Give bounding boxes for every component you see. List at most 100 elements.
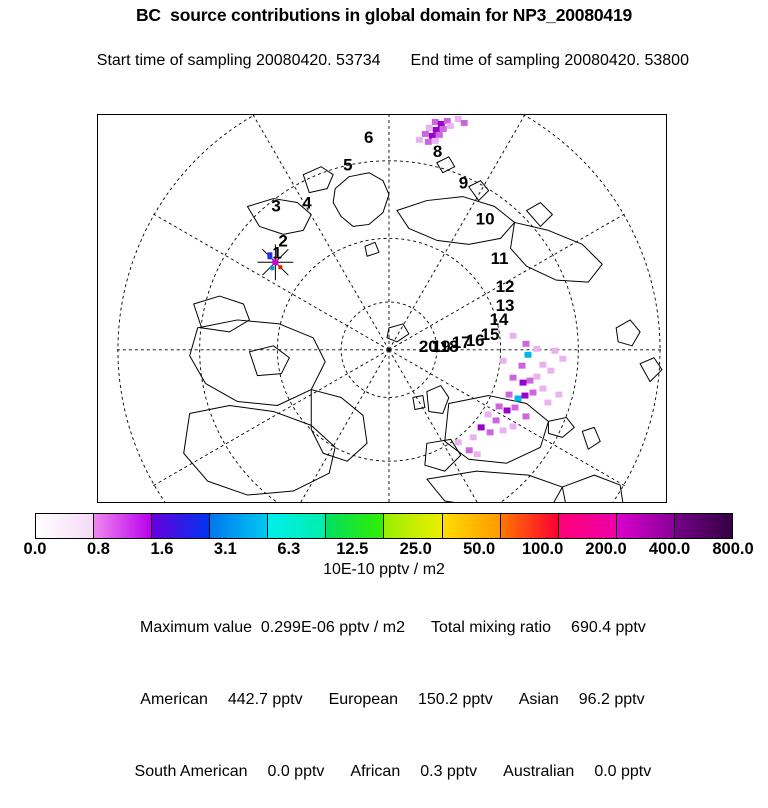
plume-cell: [505, 391, 513, 398]
plume-cell: [492, 417, 500, 424]
plume-cell: [432, 126, 440, 133]
plume-cell: [551, 347, 559, 354]
colorbar-segment-8[interactable]: [500, 514, 559, 538]
plume-cell: [446, 122, 454, 129]
region-name-american: American: [140, 691, 208, 708]
region-name-african: African: [350, 763, 401, 780]
plume-cell: [473, 451, 481, 458]
plume-cell: [539, 385, 547, 392]
region-name-south-american: South American: [134, 763, 248, 780]
plume-cell: [547, 367, 555, 374]
plume-cell: [522, 413, 530, 420]
end-time-label: End time of sampling: [410, 52, 560, 69]
plume-cell: [499, 357, 507, 364]
trajectory-label-10: 10: [476, 209, 495, 228]
colorbar-tick-100-0: 100.0: [521, 540, 564, 558]
plume-cell: [425, 124, 433, 131]
plume-cell: [437, 120, 445, 127]
region-value-asian: 96.2 pptv: [578, 691, 645, 708]
plume-cell: [424, 138, 432, 145]
plume-cell: [428, 132, 436, 139]
coastlines: [183, 156, 663, 502]
plume-cell: [435, 131, 443, 138]
colorbar-tick-50-0: 50.0: [463, 540, 496, 558]
plume-cell: [454, 439, 462, 446]
colorbar-segment-5[interactable]: [326, 514, 385, 538]
colorbar-segment-9[interactable]: [558, 514, 617, 538]
plume-cell: [477, 424, 485, 431]
colorbar-tick-3-1: 3.1: [213, 540, 237, 558]
colorbar-segment-3[interactable]: [210, 514, 269, 538]
trajectory-label-20: 20: [419, 337, 438, 356]
colorbar-tick-6-3: 6.3: [277, 540, 301, 558]
colorbar-tick-0-0: 0.0: [23, 540, 47, 558]
colorbar-segment-11[interactable]: [674, 514, 732, 538]
plume-cell: [509, 374, 517, 381]
plume-cell: [518, 362, 526, 369]
plume-cell: [499, 427, 507, 434]
trajectory-label-5: 5: [343, 156, 352, 175]
trajectory-label-13: 13: [496, 296, 515, 315]
region-row-1: American 442.7 pptv European 150.2 pptv Asia…: [0, 664, 768, 736]
trajectory-label-1: 1: [272, 243, 281, 262]
colorbar-segment-7[interactable]: [442, 514, 501, 538]
total-mixing-ratio-value: 690.4 pptv: [571, 619, 646, 636]
plume-cell: [431, 118, 439, 125]
longitude-meridians: [113, 115, 665, 502]
plume-cell: [524, 351, 532, 358]
trajectory-label-11: 11: [491, 249, 509, 268]
release-site-star-icon: [257, 244, 294, 281]
plume-cell: [539, 361, 547, 368]
start-time-value: 20080420. 53734: [255, 52, 381, 69]
plume-cell: [421, 130, 429, 137]
region-value-european: 150.2 pptv: [418, 691, 493, 708]
colorbar-segment-10[interactable]: [616, 514, 675, 538]
plume-cell: [486, 429, 494, 436]
colorbar-segment-4[interactable]: [268, 514, 327, 538]
plume-cell: [439, 125, 447, 132]
colorbar-segment-6[interactable]: [384, 514, 443, 538]
colorbar-tick-25-0: 25.0: [399, 540, 432, 558]
trajectory-label-14: 14: [490, 310, 509, 329]
plume-cell: [529, 389, 537, 396]
trajectory-label-6: 6: [364, 128, 373, 147]
colorbar-unit-label: 10E-10 pptv / m2: [323, 561, 445, 578]
max-value-value: 0.299E-06 pptv / m2: [260, 619, 405, 636]
colorbar[interactable]: [35, 513, 733, 539]
plume-cell: [460, 119, 468, 126]
colorbar-gradient[interactable]: [35, 513, 733, 539]
plume-cell: [431, 137, 439, 144]
region-row-2: South American 0.0 pptv African 0.3 pptv Aus…: [0, 736, 768, 808]
plume-cell: [555, 391, 563, 398]
total-mixing-ratio-label: Total mixing ratio: [431, 619, 552, 636]
trajectory-label-18: 18: [440, 337, 459, 356]
plume-cell: [514, 395, 522, 402]
colorbar-segment-2[interactable]: [152, 514, 211, 538]
colorbar-tick-1-6: 1.6: [150, 540, 174, 558]
plume-cell: [443, 117, 451, 124]
trajectory-label-17: 17: [452, 333, 471, 352]
region-value-african: 0.3 pptv: [420, 763, 478, 780]
map-panel[interactable]: 1 2 3 4 5 6 8 9 10 11 12 13 14 15 16 17 18 19 20: [97, 114, 667, 503]
colorbar-segment-0[interactable]: [36, 514, 95, 538]
plume-cell: [526, 377, 534, 384]
trajectory-label-19: 19: [432, 337, 451, 356]
colorbar-tick-400-0: 400.0: [648, 540, 691, 558]
trajectory-label-15: 15: [481, 325, 500, 344]
trajectory-label-2: 2: [278, 231, 287, 250]
concentration-plume: [415, 115, 567, 458]
plume-cell: [511, 404, 519, 411]
colorbar-segment-1[interactable]: [94, 514, 153, 538]
statistics-block: Maximum value 0.299E-06 pptv / m2 Total m…: [0, 592, 768, 808]
plume-cell: [484, 411, 492, 418]
region-name-australian: Australian: [503, 763, 575, 780]
trajectory-label-8: 8: [433, 142, 442, 161]
max-total-row: Maximum value 0.299E-06 pptv / m2 Total m…: [0, 592, 768, 664]
trajectory-label-4: 4: [302, 194, 312, 213]
plume-cell: [521, 392, 529, 399]
page-title: BC source contributions in global domain…: [135, 5, 633, 25]
plume-cell: [533, 345, 541, 352]
region-value-south-american: 0.0 pptv: [267, 763, 325, 780]
